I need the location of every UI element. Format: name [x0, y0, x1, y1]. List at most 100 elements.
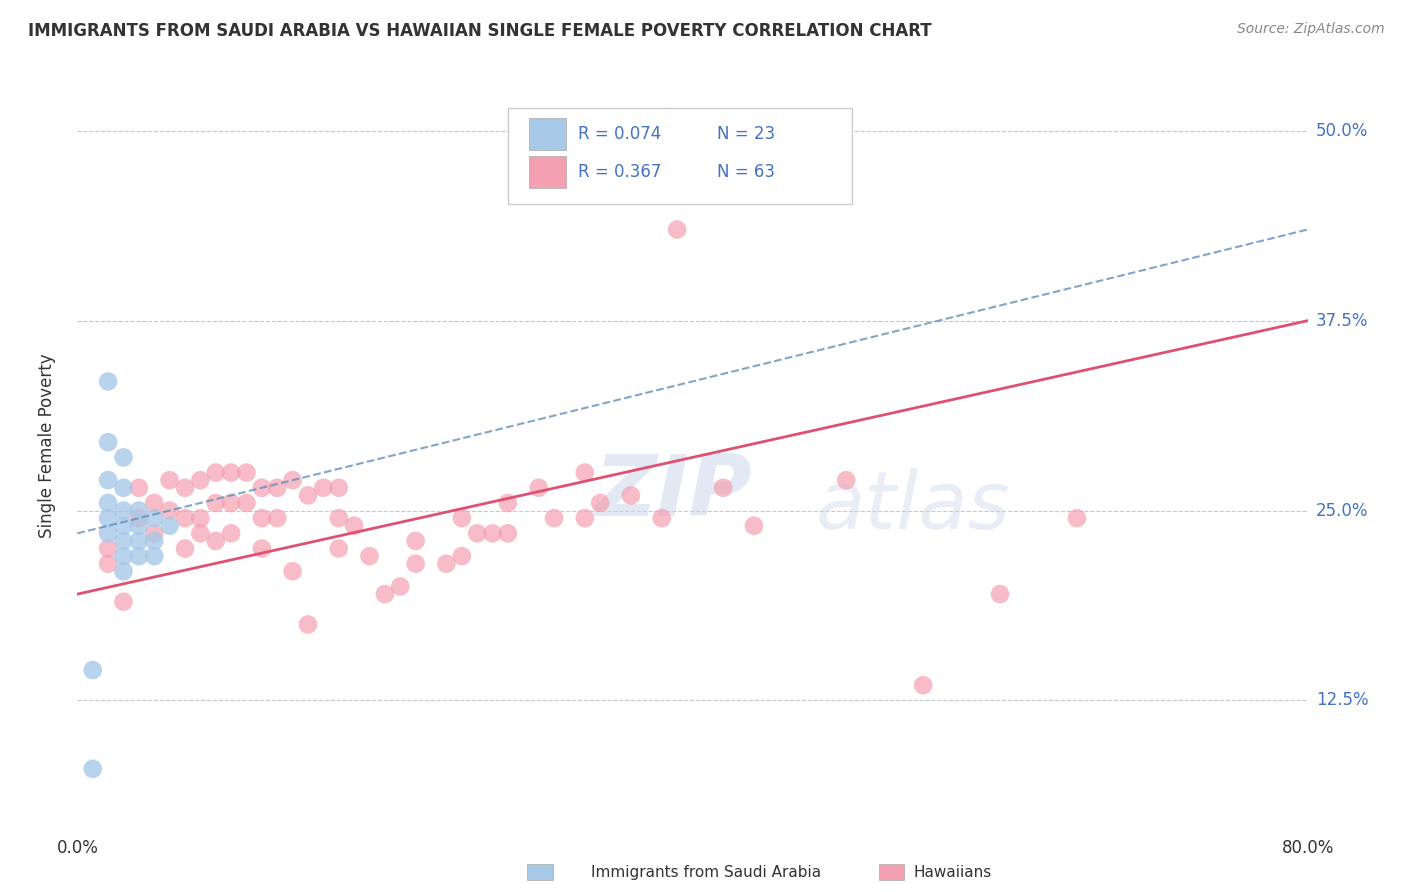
Point [128, 549, 150, 563]
Bar [529, 156, 565, 188]
Point [112, 481, 135, 495]
Point [835, 473, 858, 487]
Point [159, 473, 181, 487]
Point [204, 466, 226, 480]
Point [1066, 511, 1088, 525]
Point [328, 511, 350, 525]
Text: N = 63: N = 63 [717, 163, 775, 181]
Point [450, 549, 472, 563]
Text: Source: ZipAtlas.com: Source: ZipAtlas.com [1237, 22, 1385, 37]
Point [204, 496, 226, 510]
Point [97, 541, 120, 556]
Point [188, 511, 212, 525]
Text: 25.0%: 25.0% [1316, 501, 1368, 519]
Text: Hawaiians: Hawaiians [914, 865, 993, 880]
Point [574, 511, 596, 525]
Point [128, 503, 150, 517]
Text: R = 0.367: R = 0.367 [578, 163, 661, 181]
Point [574, 466, 596, 480]
Point [436, 557, 458, 571]
Point [589, 496, 612, 510]
Point [912, 678, 935, 692]
Point [219, 466, 242, 480]
Point [450, 511, 472, 525]
Point [112, 533, 135, 548]
Point [651, 511, 673, 525]
Point [374, 587, 396, 601]
Point [82, 762, 104, 776]
Point [297, 488, 319, 502]
Text: R = 0.074: R = 0.074 [578, 125, 661, 143]
Point [219, 496, 242, 510]
Point [405, 533, 427, 548]
Point [128, 533, 150, 548]
Point [143, 549, 166, 563]
Point [266, 481, 288, 495]
Point [281, 473, 304, 487]
Point [97, 526, 120, 541]
Point [112, 518, 135, 533]
Point [496, 496, 519, 510]
Point [281, 564, 304, 578]
Point [174, 541, 197, 556]
Point [128, 481, 150, 495]
FancyBboxPatch shape [508, 109, 852, 204]
Text: IMMIGRANTS FROM SAUDI ARABIA VS HAWAIIAN SINGLE FEMALE POVERTY CORRELATION CHART: IMMIGRANTS FROM SAUDI ARABIA VS HAWAIIAN… [28, 22, 932, 40]
Text: N = 23: N = 23 [717, 125, 775, 143]
Point [112, 564, 135, 578]
Point [219, 526, 242, 541]
Point [82, 663, 104, 677]
Point [143, 526, 166, 541]
Point [143, 533, 166, 548]
Text: 37.5%: 37.5% [1316, 311, 1368, 330]
Point [666, 222, 689, 236]
Point [204, 533, 226, 548]
Point [312, 481, 335, 495]
Point [159, 518, 181, 533]
Point [97, 473, 120, 487]
Text: 12.5%: 12.5% [1316, 691, 1368, 709]
Point [174, 481, 197, 495]
Point [250, 541, 273, 556]
Point [481, 526, 503, 541]
Text: ZIP: ZIP [595, 450, 752, 533]
Point [128, 518, 150, 533]
Point [328, 481, 350, 495]
Point [359, 549, 381, 563]
Point [112, 549, 135, 563]
Point [112, 503, 135, 517]
Point [97, 375, 120, 389]
Point [343, 518, 366, 533]
Text: atlas: atlas [815, 468, 1011, 547]
Point [496, 526, 519, 541]
Point [128, 511, 150, 525]
Point [159, 503, 181, 517]
Point [620, 488, 643, 502]
Bar [529, 118, 565, 150]
Point [389, 580, 412, 594]
Point [97, 435, 120, 450]
Point [97, 557, 120, 571]
Point [112, 595, 135, 609]
Point [297, 617, 319, 632]
Point [328, 541, 350, 556]
Point [174, 511, 197, 525]
Point [143, 496, 166, 510]
Point [188, 473, 212, 487]
Point [543, 511, 565, 525]
Point [742, 518, 765, 533]
Point [97, 511, 120, 525]
Text: 50.0%: 50.0% [1316, 122, 1368, 140]
Point [711, 481, 734, 495]
Point [235, 466, 257, 480]
Point [250, 481, 273, 495]
Point [188, 526, 212, 541]
Point [266, 511, 288, 525]
Text: Immigrants from Saudi Arabia: Immigrants from Saudi Arabia [591, 865, 821, 880]
Point [527, 481, 550, 495]
Y-axis label: Single Female Poverty: Single Female Poverty [38, 354, 56, 538]
Point [112, 450, 135, 465]
Point [143, 511, 166, 525]
Point [405, 557, 427, 571]
Point [235, 496, 257, 510]
